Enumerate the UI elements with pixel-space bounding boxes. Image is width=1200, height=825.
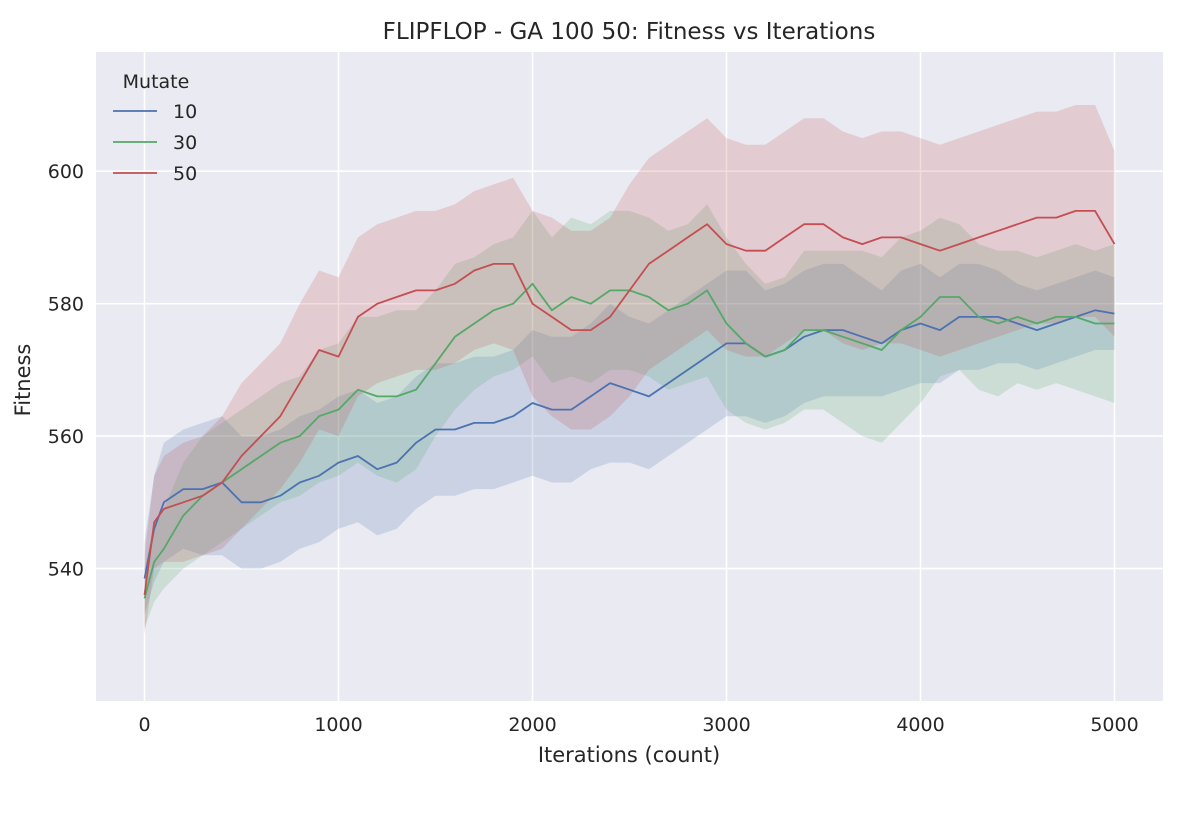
y-tick-label: 560	[48, 426, 84, 448]
band-series-10	[144, 263, 1115, 615]
x-axis-label: Iterations (count)	[538, 743, 720, 767]
legend-label-30: 30	[173, 132, 197, 154]
x-tick-label: 4000	[896, 714, 944, 736]
y-tick-label: 540	[48, 559, 84, 581]
legend-label-50: 50	[173, 163, 197, 185]
series-lines	[143, 209, 1116, 599]
x-tick-label: 1000	[314, 714, 362, 736]
y-axis-ticks: 540 560 580 600	[48, 161, 84, 580]
y-tick-label: 580	[48, 294, 84, 316]
band-series-50	[144, 105, 1115, 635]
grid-lines	[96, 52, 1163, 701]
legend-title: Mutate	[123, 71, 190, 93]
x-tick-label: 0	[138, 714, 150, 736]
line-series-10	[143, 309, 1115, 579]
x-tick-label: 2000	[508, 714, 556, 736]
band-series-30	[144, 204, 1115, 629]
plot-area	[96, 52, 1163, 701]
legend-label-10: 10	[173, 101, 197, 123]
x-tick-label: 3000	[702, 714, 750, 736]
line-series-50	[143, 209, 1116, 596]
y-tick-label: 600	[48, 161, 84, 183]
chart-title: FLIPFLOP - GA 100 50: Fitness vs Iterati…	[383, 19, 876, 45]
confidence-bands	[144, 105, 1115, 635]
legend: Mutate 10 30 50	[113, 71, 197, 185]
y-axis-label: Fitness	[11, 344, 35, 417]
x-tick-label: 5000	[1090, 714, 1138, 736]
line-series-30	[143, 282, 1115, 599]
x-axis-ticks: 0 1000 2000 3000 4000 5000	[138, 714, 1138, 736]
